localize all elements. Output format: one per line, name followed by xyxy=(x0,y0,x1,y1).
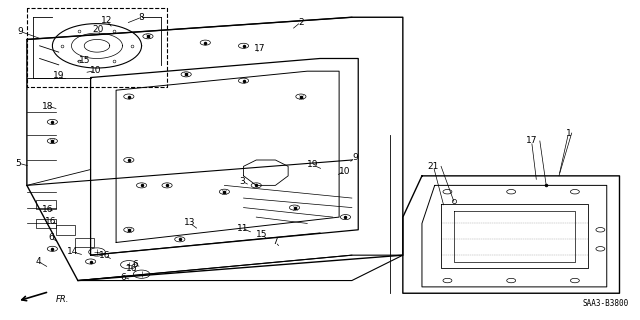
Text: 10: 10 xyxy=(90,66,102,75)
Text: 19: 19 xyxy=(307,160,318,169)
Text: 15: 15 xyxy=(79,56,90,65)
Text: 9: 9 xyxy=(352,153,358,162)
Text: 6: 6 xyxy=(121,273,127,282)
Text: 18: 18 xyxy=(42,101,53,111)
Text: 6: 6 xyxy=(48,233,54,242)
Text: FR.: FR. xyxy=(56,295,69,304)
Bar xyxy=(75,238,94,247)
Text: 15: 15 xyxy=(255,230,267,239)
Text: 3: 3 xyxy=(239,177,245,186)
Text: 20: 20 xyxy=(93,25,104,35)
Text: 10: 10 xyxy=(339,167,350,176)
Bar xyxy=(56,225,75,235)
Text: 8: 8 xyxy=(139,13,145,22)
Text: 5: 5 xyxy=(16,159,22,168)
Text: 16: 16 xyxy=(42,205,53,214)
Text: 17: 17 xyxy=(253,44,265,53)
Text: 11: 11 xyxy=(237,224,248,233)
Text: 6: 6 xyxy=(132,260,138,269)
Text: 1: 1 xyxy=(566,129,572,138)
Text: 14: 14 xyxy=(67,247,79,257)
Text: 16: 16 xyxy=(126,264,138,273)
Text: 13: 13 xyxy=(184,218,195,227)
Text: 4: 4 xyxy=(36,257,41,266)
Text: 7: 7 xyxy=(273,237,278,246)
Text: 12: 12 xyxy=(101,16,112,25)
Text: 9: 9 xyxy=(18,27,24,36)
Text: 16: 16 xyxy=(99,251,110,260)
Bar xyxy=(36,219,56,228)
Text: 2: 2 xyxy=(298,18,304,27)
Text: 17: 17 xyxy=(526,136,538,146)
Bar xyxy=(36,200,56,209)
Text: 21: 21 xyxy=(428,162,439,171)
Text: SAA3-B3800: SAA3-B3800 xyxy=(583,299,629,308)
Text: 16: 16 xyxy=(45,217,57,226)
Text: 19: 19 xyxy=(53,71,65,80)
